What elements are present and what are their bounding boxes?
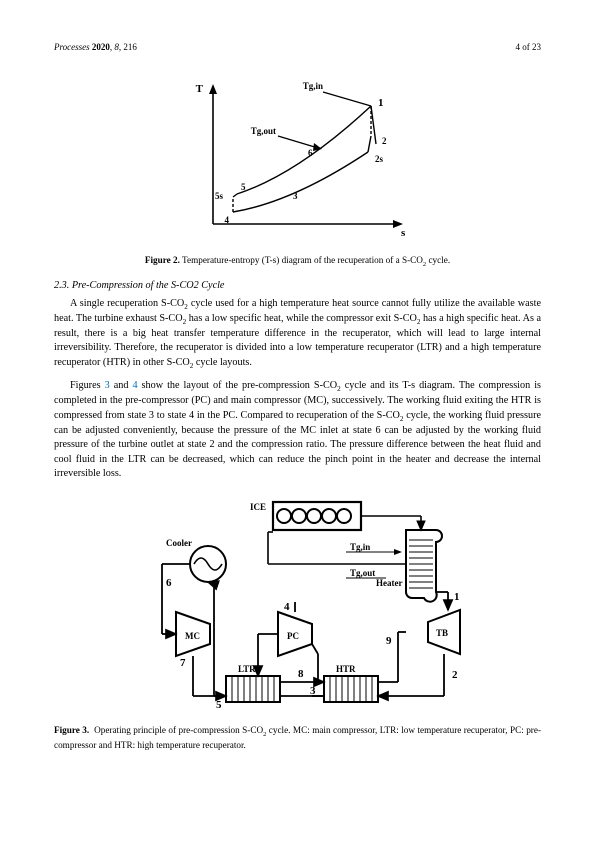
fig3-n9: 9 xyxy=(386,635,392,647)
journal-year: 2020 xyxy=(92,42,110,52)
fig3-n6: 6 xyxy=(166,577,172,589)
fig3-n7: 7 xyxy=(180,657,186,669)
fig3-cooler: Cooler xyxy=(166,538,192,548)
figure-3-svg: ICE Heater Tg,in xyxy=(118,494,478,714)
fig3-pc: PC xyxy=(287,631,299,641)
figure-3-caption-a: Operating principle of pre-compression S… xyxy=(94,725,263,735)
journal-name: Processes xyxy=(54,42,90,52)
page-number: 4 of 23 xyxy=(516,42,542,52)
figure-3-caption: Figure 3. Operating principle of pre-com… xyxy=(54,724,541,752)
fig3-tgin: Tg,in xyxy=(350,542,370,552)
axis-T-label: T xyxy=(195,83,203,95)
fig2-p3: 3 xyxy=(293,191,298,201)
fig3-n1: 1 xyxy=(454,591,460,603)
fig2-p1: 1 xyxy=(378,97,384,109)
figure-3: ICE Heater Tg,in xyxy=(54,494,541,714)
fig2-p2s: 2s xyxy=(375,154,384,164)
fig3-ice: ICE xyxy=(250,502,266,512)
fig3-heater: Heater xyxy=(376,578,402,588)
figure-2: T s Tg,in Tg,out 1 2 2s 3 4 xyxy=(54,74,541,244)
journal-ref: Processes 2020, 8, 216 xyxy=(54,42,137,52)
fig3-n5: 5 xyxy=(216,699,222,711)
figure-2-caption-suffix: cycle. xyxy=(426,255,450,265)
running-header: Processes 2020, 8, 216 4 of 23 xyxy=(54,42,541,52)
figure-2-caption-text: Temperature-entropy (T-s) diagram of the… xyxy=(182,255,423,265)
figure-2-svg: T s Tg,in Tg,out 1 2 2s 3 4 xyxy=(173,74,423,244)
fig3-n8: 8 xyxy=(298,668,304,680)
axis-s-label: s xyxy=(401,227,406,239)
journal-vol: 8 xyxy=(114,42,119,52)
fig3-mc: MC xyxy=(185,631,200,641)
fig3-n4: 4 xyxy=(284,601,290,613)
paragraph-1: A single recuperation S-CO2 cycle used f… xyxy=(54,297,541,371)
fig2-tgout: Tg,out xyxy=(250,126,275,136)
fig2-p5: 5 xyxy=(241,182,246,192)
section-2-3-title: 2.3. Pre-Compression of the S-CO2 Cycle xyxy=(54,280,541,291)
section-number: 2.3. xyxy=(54,280,69,291)
fig3-htr: HTR xyxy=(336,664,356,674)
fig3-n2: 2 xyxy=(452,669,458,681)
fig2-p6: 6 xyxy=(308,148,313,158)
figure-3-caption-prefix: Figure 3. xyxy=(54,725,89,735)
fig3-tgout: Tg,out xyxy=(350,568,375,578)
fig2-tgin: Tg,in xyxy=(302,81,322,91)
figure-2-caption-prefix: Figure 2. xyxy=(145,255,180,265)
fig2-p4: 4 xyxy=(224,215,229,225)
section-title-text: Pre-Compression of the S-CO xyxy=(72,280,194,291)
fig3-n3: 3 xyxy=(310,685,316,697)
fig3-ltr: LTR xyxy=(238,664,256,674)
fig2-p5s: 5s xyxy=(214,191,223,201)
fig3-tb: TB xyxy=(436,628,448,638)
journal-art: 216 xyxy=(123,42,137,52)
section-title-suffix: Cycle xyxy=(199,280,225,291)
fig2-p2: 2 xyxy=(382,136,387,146)
paragraph-2: Figures 3 and 4 show the layout of the p… xyxy=(54,379,541,482)
figure-2-caption: Figure 2. Temperature-entropy (T-s) diag… xyxy=(54,254,541,270)
